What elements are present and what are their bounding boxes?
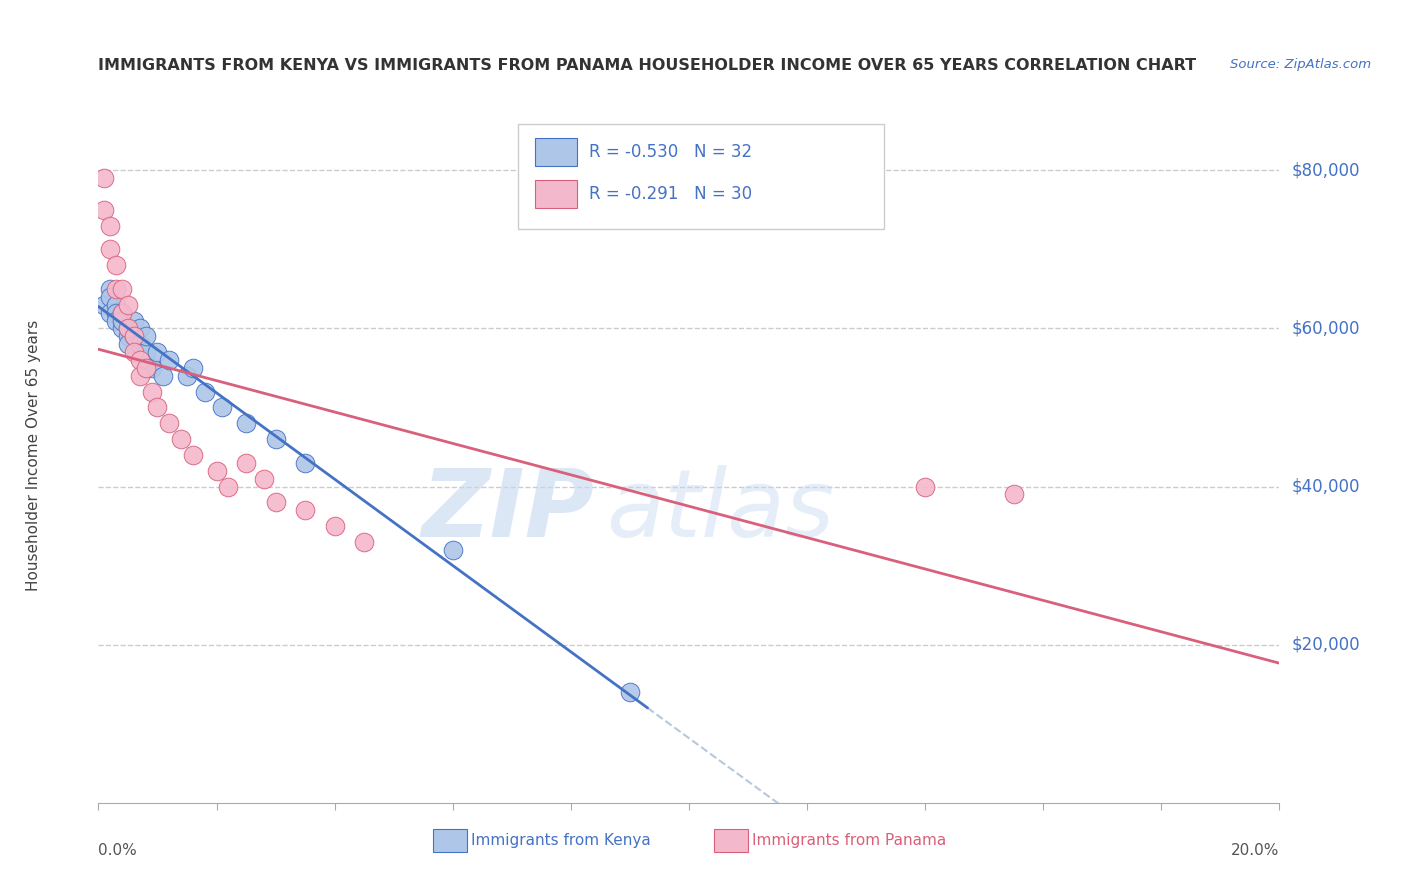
Point — [111, 305, 134, 319]
Point — [152, 368, 174, 383]
Point — [105, 258, 128, 272]
Point — [98, 282, 121, 296]
Text: atlas: atlas — [606, 465, 835, 556]
Point — [98, 243, 121, 257]
Point — [211, 401, 233, 415]
Point — [93, 202, 115, 217]
Point — [170, 432, 193, 446]
Point — [135, 345, 157, 359]
Point — [294, 503, 316, 517]
Point — [141, 361, 163, 376]
Text: $80,000: $80,000 — [1291, 161, 1360, 179]
Text: Source: ZipAtlas.com: Source: ZipAtlas.com — [1230, 58, 1371, 71]
Point — [105, 305, 128, 319]
Point — [105, 282, 128, 296]
Point — [93, 298, 115, 312]
Text: $60,000: $60,000 — [1291, 319, 1360, 337]
Text: $40,000: $40,000 — [1291, 477, 1360, 496]
Point — [235, 417, 257, 431]
Point — [111, 321, 134, 335]
Point — [1002, 487, 1025, 501]
Point — [619, 685, 641, 699]
Point — [146, 345, 169, 359]
Point — [98, 305, 121, 319]
Text: R = -0.530   N = 32: R = -0.530 N = 32 — [589, 144, 752, 161]
Point — [157, 417, 180, 431]
Point — [111, 313, 134, 327]
Point — [128, 353, 150, 368]
Point — [353, 535, 375, 549]
Point — [111, 282, 134, 296]
Point — [181, 361, 204, 376]
Point — [294, 456, 316, 470]
Point — [117, 329, 139, 343]
Point — [117, 321, 139, 335]
Point — [323, 519, 346, 533]
Point — [181, 448, 204, 462]
Point — [264, 432, 287, 446]
Point — [122, 329, 145, 343]
Point — [117, 321, 139, 335]
Point — [117, 298, 139, 312]
Point — [117, 337, 139, 351]
Point — [105, 313, 128, 327]
Point — [122, 313, 145, 327]
Point — [176, 368, 198, 383]
Point — [157, 353, 180, 368]
Point — [264, 495, 287, 509]
Point — [194, 384, 217, 399]
Point — [135, 361, 157, 376]
FancyBboxPatch shape — [517, 124, 884, 229]
Bar — [536, 180, 576, 208]
Point — [146, 401, 169, 415]
Point — [128, 321, 150, 335]
Text: Householder Income Over 65 years: Householder Income Over 65 years — [25, 319, 41, 591]
Point — [441, 542, 464, 557]
Point — [205, 464, 228, 478]
Point — [122, 329, 145, 343]
Point — [914, 479, 936, 493]
Point — [141, 384, 163, 399]
Text: R = -0.291   N = 30: R = -0.291 N = 30 — [589, 185, 752, 203]
Bar — [536, 138, 576, 166]
Text: IMMIGRANTS FROM KENYA VS IMMIGRANTS FROM PANAMA HOUSEHOLDER INCOME OVER 65 YEARS: IMMIGRANTS FROM KENYA VS IMMIGRANTS FROM… — [98, 58, 1197, 73]
Text: 0.0%: 0.0% — [98, 843, 138, 858]
Point — [93, 171, 115, 186]
Text: $20,000: $20,000 — [1291, 636, 1360, 654]
Point — [98, 219, 121, 233]
Point — [128, 337, 150, 351]
Text: 20.0%: 20.0% — [1232, 843, 1279, 858]
Text: ZIP: ZIP — [422, 465, 595, 557]
Point — [128, 368, 150, 383]
Point — [253, 472, 276, 486]
Text: Immigrants from Panama: Immigrants from Panama — [752, 833, 946, 847]
Point — [98, 290, 121, 304]
Point — [122, 345, 145, 359]
Point — [235, 456, 257, 470]
Point — [105, 298, 128, 312]
Point — [111, 305, 134, 319]
Point — [217, 479, 239, 493]
Text: Immigrants from Kenya: Immigrants from Kenya — [471, 833, 651, 847]
Point — [135, 329, 157, 343]
